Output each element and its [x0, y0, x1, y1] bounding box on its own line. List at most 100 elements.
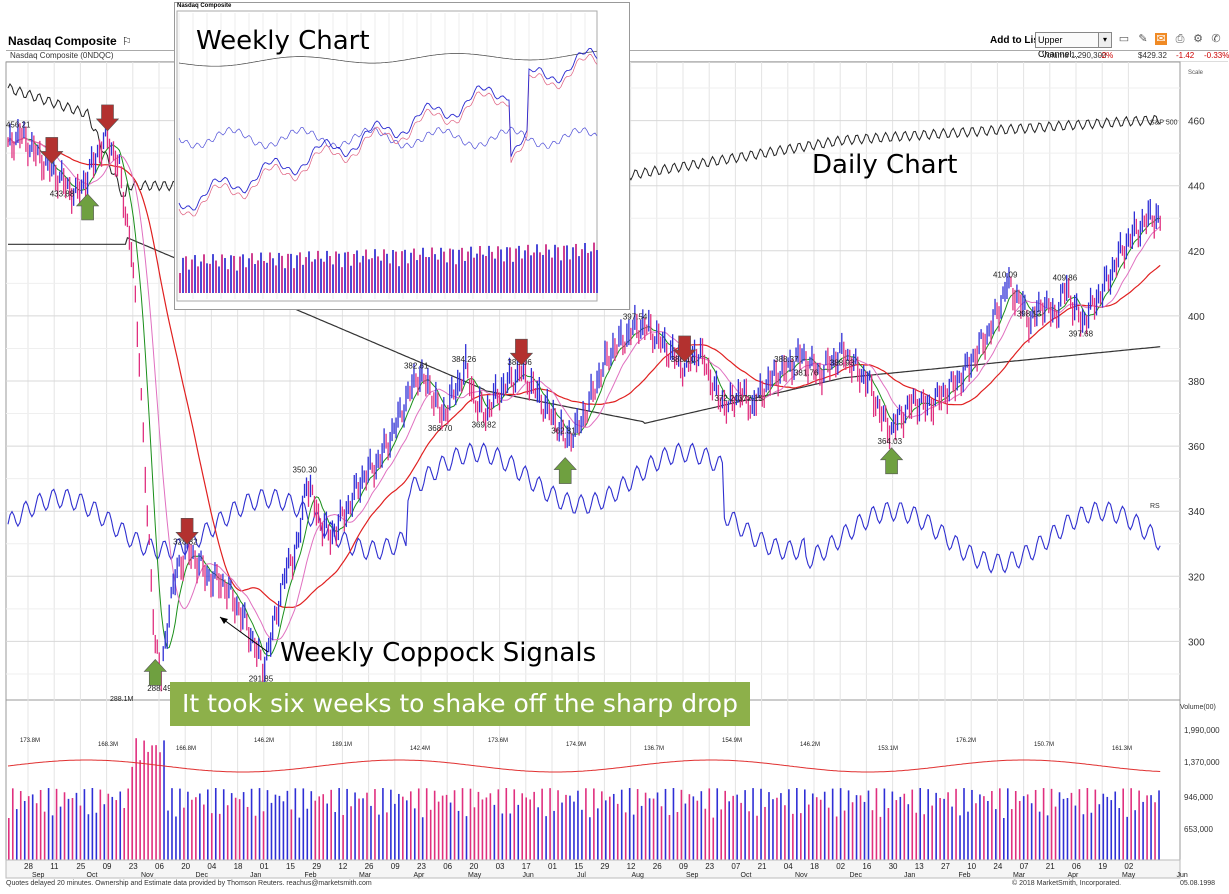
- volume-axis-title: Volume(00): [1180, 704, 1216, 711]
- volume-bar: [668, 814, 671, 860]
- volume-tick-label: 653,000: [1184, 825, 1213, 834]
- inset-volume-bar: [425, 256, 427, 293]
- sell-signal-arrow: [95, 104, 120, 132]
- volume-bar: [453, 790, 456, 860]
- inset-volume-bar: [356, 250, 358, 293]
- volume-bar: [999, 788, 1001, 860]
- volume-bar: [879, 816, 882, 860]
- x-day-label: 09: [391, 862, 400, 871]
- weekly-chart-inset: Nasdaq Composite: [174, 2, 630, 310]
- inset-volume-bar: [548, 249, 550, 293]
- inset-volume-bar: [233, 255, 235, 293]
- inset-volume-bar: [251, 253, 253, 293]
- x-day-label: 07: [1020, 862, 1029, 871]
- phone-icon[interactable]: ✆: [1211, 33, 1221, 45]
- settings-icon[interactable]: ⚙: [1193, 33, 1203, 45]
- flag-icon[interactable]: ⚐: [122, 36, 132, 48]
- volume-bar: [1070, 792, 1073, 860]
- volume-bar: [87, 814, 90, 860]
- volume-bar: [772, 799, 774, 860]
- volume-bar: [406, 800, 408, 860]
- inset-volume-bar: [542, 254, 544, 293]
- inset-volume-bar: [464, 260, 466, 293]
- buy-signal-arrow: [553, 457, 577, 484]
- volume-bar: [51, 815, 54, 860]
- volume-bar: [151, 745, 153, 860]
- inset-volume-bar: [575, 243, 577, 293]
- volume-bar: [310, 791, 313, 860]
- x-month-label: Sep: [32, 872, 45, 879]
- x-month-label: Jun: [523, 872, 534, 879]
- inset-volume-bar: [578, 256, 580, 293]
- inset-volume-bar: [563, 245, 565, 293]
- volume-bar: [601, 791, 603, 860]
- price-tick-label: 420: [1188, 247, 1205, 258]
- volume-bar: [23, 800, 26, 860]
- volume-bar: [298, 817, 301, 860]
- volume-bar: [951, 806, 953, 860]
- x-month-label: Dec: [850, 872, 863, 879]
- volume-bar: [517, 804, 520, 860]
- price-label: 433.88: [50, 189, 75, 198]
- x-day-label: 30: [889, 862, 898, 871]
- volume-label: 146.2M: [800, 742, 820, 748]
- x-day-label: 07: [731, 862, 740, 871]
- price-label: 372.15: [738, 394, 763, 403]
- x-day-label: 04: [784, 862, 793, 871]
- print-icon[interactable]: ⎙: [1175, 33, 1185, 45]
- volume-bar: [835, 816, 838, 860]
- price-readout: $429.32: [1138, 51, 1167, 60]
- inset-volume-bar: [353, 254, 355, 293]
- chevron-down-icon[interactable]: ▾: [1098, 32, 1112, 48]
- volume-bar: [39, 789, 42, 860]
- inset-volume-bar: [287, 253, 289, 293]
- coppock-label: Weekly Coppock Signals: [280, 638, 597, 668]
- alert-icon[interactable]: ✉: [1155, 33, 1167, 45]
- volume-bar: [1090, 812, 1093, 860]
- inset-volume-bar: [335, 251, 337, 293]
- volume-bar: [250, 788, 253, 860]
- volume-bar: [1058, 792, 1061, 860]
- volume-bar: [967, 811, 969, 860]
- graph-icon[interactable]: ▭: [1118, 33, 1130, 45]
- volume-bar: [1078, 789, 1081, 860]
- volume-bar: [143, 740, 145, 860]
- list-select[interactable]: Upper Channel...: [1035, 32, 1101, 59]
- inset-volume-bar: [197, 266, 199, 293]
- volume-bar: [1066, 798, 1069, 860]
- price-label: 362.31: [551, 427, 576, 436]
- volume-bar: [788, 789, 790, 860]
- volume-bar: [338, 788, 340, 860]
- volume-bar: [254, 815, 257, 860]
- volume-bar: [664, 788, 667, 860]
- volume-bar: [258, 788, 261, 860]
- inset-volume-bar: [272, 258, 274, 293]
- inset-volume-bar: [368, 259, 370, 293]
- volume-bar: [1142, 801, 1144, 860]
- inset-volume-bar: [338, 253, 340, 293]
- volume-bar: [135, 738, 137, 860]
- x-day-label: 20: [181, 862, 190, 871]
- volume-bar: [541, 788, 543, 860]
- inset-volume-bar: [227, 269, 229, 293]
- volume-bar: [99, 789, 102, 860]
- inset-volume-bar: [545, 244, 547, 293]
- inset-volume-bar: [431, 247, 433, 293]
- inset-volume-bar: [317, 250, 319, 293]
- inset-volume-bar: [383, 249, 385, 293]
- volume-bar: [489, 793, 492, 860]
- note-icon[interactable]: ✎: [1138, 33, 1148, 45]
- inset-volume-bar: [359, 262, 361, 293]
- volume-bar: [59, 806, 62, 860]
- sell-signal-arrow: [509, 338, 534, 366]
- volume-bar: [608, 796, 611, 860]
- volume-bar: [429, 809, 432, 860]
- volume-bar: [35, 803, 38, 860]
- inset-volume-bar: [506, 247, 508, 293]
- volume-label: 153.1M: [878, 746, 898, 752]
- volume-bar: [358, 798, 360, 860]
- x-day-label: 26: [653, 862, 662, 871]
- inset-volume-bar: [518, 245, 520, 293]
- volume-bar: [736, 794, 738, 860]
- volume-bar: [991, 791, 993, 860]
